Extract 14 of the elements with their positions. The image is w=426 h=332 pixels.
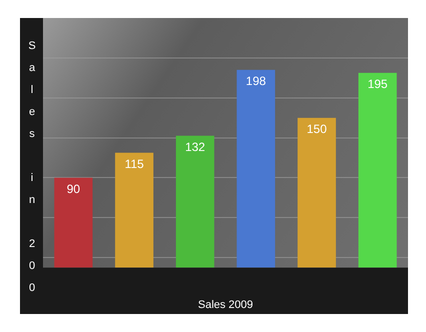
- data-label: 198: [246, 74, 266, 88]
- data-label: 195: [368, 77, 388, 92]
- bar: [298, 118, 336, 268]
- bar: [115, 152, 154, 268]
- bar: [176, 136, 214, 268]
- data-label: 150: [306, 122, 328, 136]
- data-label: 90: [66, 182, 80, 196]
- data-label: 132: [185, 140, 206, 154]
- bar: [358, 72, 397, 268]
- x-axis-title: Sales 2009: [198, 299, 254, 312]
- data-label: 115: [124, 157, 144, 172]
- bar: [236, 70, 276, 268]
- bar: [54, 178, 93, 268]
- y-axis-title: Sales in 200: [26, 40, 38, 304]
